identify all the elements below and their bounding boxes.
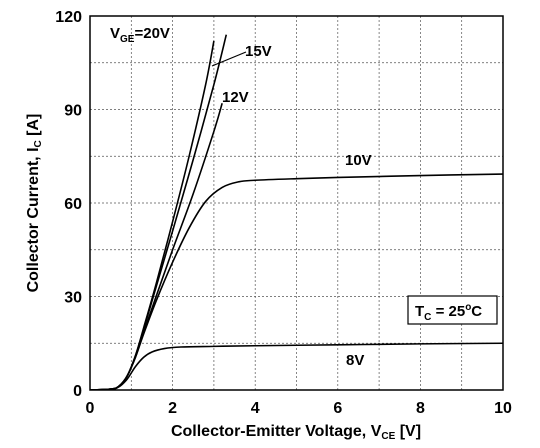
series-line-4 [90,342,503,390]
label-12v: 12V [222,89,249,106]
x-tick-label: 4 [251,400,260,417]
label-8v: 8V [346,352,364,369]
y-tick-label: 120 [55,9,82,26]
x-tick-label: 2 [168,400,177,417]
label-vge-20v: VGE=20V [110,25,170,45]
x-tick-label: 8 [416,400,425,417]
x-tick-label: 0 [86,400,95,417]
series-line-1 [90,34,228,390]
x-tick-label: 10 [494,400,512,417]
temperature-box [407,295,498,325]
plot-frame [89,15,504,391]
x-axis-label: Collector-Emitter Voltage, VCE [V] [171,423,421,442]
y-tick-label: 0 [73,383,82,400]
y-tick-label: 60 [64,196,82,213]
grid-lines [90,16,503,390]
series-line-3 [90,173,503,390]
series-lines [90,34,503,390]
label-10v: 10V [345,152,372,169]
label-15v: 15V [245,43,272,60]
label-15v-leader [211,51,247,67]
y-tick-label: 30 [64,290,82,307]
y-tick-labels: 0 30 60 90 120 [55,9,82,400]
temperature-label: TC = 25oC [415,302,482,323]
y-axis-label: Collector Current, IC [A] [25,114,44,293]
x-tick-labels: 0 2 4 6 8 10 [86,400,512,417]
y-tick-label: 90 [64,103,82,120]
x-tick-label: 6 [333,400,342,417]
